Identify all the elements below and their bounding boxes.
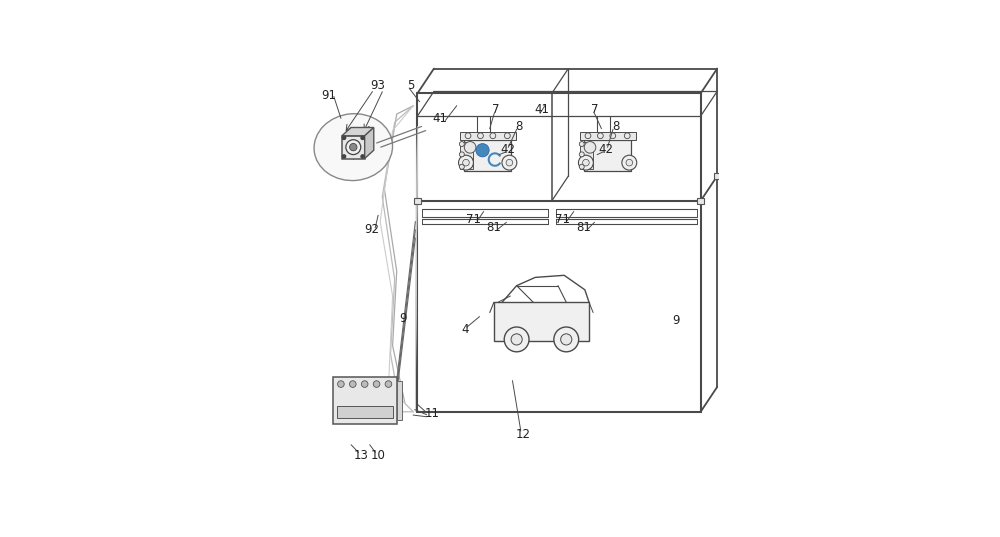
Circle shape [626, 159, 633, 166]
Bar [584, 140, 631, 171]
Circle shape [504, 133, 510, 139]
Circle shape [490, 133, 496, 139]
Text: 42: 42 [501, 143, 516, 156]
Circle shape [585, 133, 591, 139]
Circle shape [504, 327, 529, 352]
Text: 71: 71 [555, 213, 570, 226]
Circle shape [342, 155, 346, 158]
Bar [714, 173, 720, 179]
Bar [697, 198, 704, 204]
Circle shape [561, 334, 572, 345]
Polygon shape [365, 127, 374, 158]
Text: 12: 12 [515, 428, 530, 441]
Circle shape [361, 155, 364, 158]
Text: 10: 10 [371, 449, 386, 462]
Circle shape [459, 152, 464, 157]
Circle shape [361, 136, 364, 140]
Circle shape [579, 152, 584, 157]
Text: 7: 7 [492, 104, 500, 117]
Text: 41: 41 [433, 112, 448, 125]
Circle shape [578, 155, 593, 170]
Circle shape [579, 164, 584, 169]
Text: 91: 91 [321, 89, 336, 102]
Circle shape [506, 159, 513, 166]
Polygon shape [342, 127, 374, 136]
Text: 7: 7 [591, 104, 599, 117]
Circle shape [385, 381, 392, 387]
Circle shape [622, 155, 637, 170]
Circle shape [502, 155, 517, 170]
Circle shape [478, 133, 483, 139]
Circle shape [583, 159, 589, 166]
Text: 8: 8 [612, 120, 620, 133]
Bar [460, 142, 473, 169]
Text: 8: 8 [515, 120, 522, 133]
Polygon shape [415, 205, 417, 408]
Bar [460, 132, 516, 140]
Circle shape [350, 143, 357, 151]
Text: 9: 9 [399, 312, 407, 325]
Bar [333, 376, 397, 424]
Circle shape [464, 142, 476, 153]
Circle shape [610, 133, 616, 139]
Circle shape [579, 142, 584, 147]
Circle shape [511, 334, 522, 345]
Text: 71: 71 [466, 213, 481, 226]
Text: 13: 13 [354, 449, 369, 462]
Circle shape [584, 142, 596, 153]
Bar [414, 198, 421, 204]
Circle shape [349, 381, 356, 387]
Text: 11: 11 [424, 408, 439, 420]
Circle shape [342, 136, 346, 140]
Circle shape [554, 327, 579, 352]
Circle shape [465, 133, 471, 139]
Circle shape [373, 381, 380, 387]
Text: 93: 93 [371, 78, 386, 92]
Circle shape [459, 164, 464, 169]
Circle shape [361, 381, 368, 387]
Bar [494, 302, 589, 342]
Circle shape [624, 133, 630, 139]
Ellipse shape [314, 114, 393, 180]
Bar [464, 140, 511, 171]
Text: 9: 9 [672, 314, 680, 328]
Bar [342, 136, 365, 158]
Bar [580, 142, 593, 169]
Text: 92: 92 [364, 223, 379, 236]
Circle shape [597, 133, 603, 139]
Text: 5: 5 [408, 78, 415, 92]
Bar [397, 381, 402, 420]
Text: 81: 81 [576, 221, 591, 234]
Circle shape [346, 140, 361, 155]
Bar [337, 405, 393, 418]
Bar [580, 132, 636, 140]
Text: 41: 41 [534, 104, 549, 117]
Text: 4: 4 [461, 323, 469, 336]
Text: 42: 42 [598, 143, 613, 156]
Circle shape [338, 381, 344, 387]
Circle shape [459, 142, 464, 147]
Circle shape [476, 143, 489, 157]
Text: 81: 81 [486, 221, 501, 234]
Circle shape [459, 155, 473, 170]
Circle shape [463, 159, 469, 166]
